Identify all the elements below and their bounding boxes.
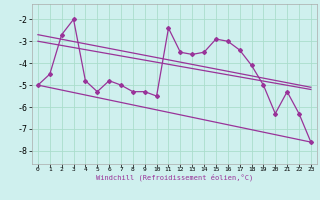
X-axis label: Windchill (Refroidissement éolien,°C): Windchill (Refroidissement éolien,°C): [96, 174, 253, 181]
